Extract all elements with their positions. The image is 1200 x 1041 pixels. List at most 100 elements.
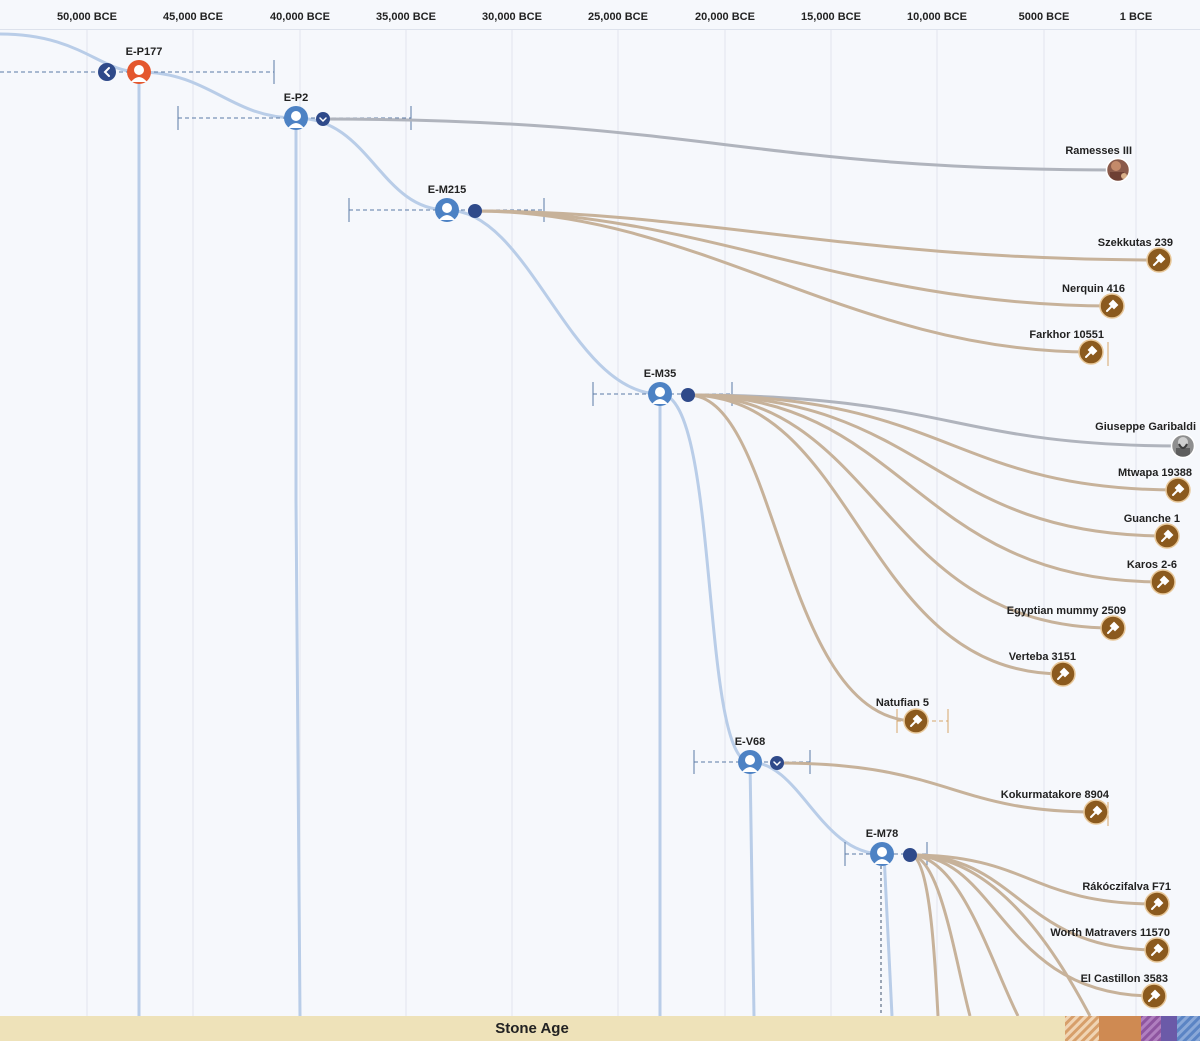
match-label: Nerquin 416 — [1062, 283, 1125, 295]
branch-ancient — [909, 853, 972, 1017]
axis-tick-label: 25,000 BCE — [588, 11, 648, 23]
match-nodes: Ramesses III Giuseppe Garibaldi Szekkuta… — [876, 145, 1196, 1009]
branch-ancient — [474, 209, 1113, 308]
match-label: Ramesses III — [1065, 145, 1132, 157]
ancient-match-node[interactable]: Kokurmatakore 8904 — [1001, 789, 1110, 825]
ancient-match-node[interactable]: Guanche 1 — [1124, 513, 1180, 549]
match-label: Kokurmatakore 8904 — [1001, 789, 1110, 801]
trowel-icon — [1057, 667, 1070, 680]
branch-ancient — [687, 393, 1168, 538]
match-label: Natufian 5 — [876, 697, 929, 709]
branch-ancient — [909, 853, 1158, 906]
haplogroup-label: E-P177 — [126, 46, 163, 58]
branch-ancient — [687, 393, 1179, 492]
branch-ancient — [909, 853, 940, 1017]
chevron-down-icon — [319, 117, 327, 123]
branch-ancient — [687, 393, 1164, 584]
branch-ancient — [474, 209, 1092, 354]
branch-ancient — [687, 393, 917, 723]
trowel-icon — [1107, 621, 1120, 634]
haplogroup-node-e-m215[interactable]: E-M215 — [428, 184, 467, 222]
match-label: Mtwapa 19388 — [1118, 467, 1192, 479]
axis-tick-label: 15,000 BCE — [801, 11, 861, 23]
trowel-icon — [1085, 345, 1098, 358]
haplogroup-node-e-v68[interactable]: E-V68 — [735, 736, 766, 774]
match-label: Egyptian mummy 2509 — [1007, 605, 1126, 617]
haplogroup-label: E-M215 — [428, 184, 467, 196]
collapse-left-button[interactable] — [98, 63, 116, 81]
person-icon — [134, 65, 144, 75]
branch-ancient — [909, 853, 1158, 952]
haplogroup-label: E-M35 — [644, 368, 676, 380]
era-bronze — [1099, 1016, 1141, 1041]
lineage-trunk — [294, 118, 302, 1017]
haplogroup-node-e-p2[interactable]: E-P2 — [284, 92, 308, 130]
person-icon — [655, 387, 665, 397]
trowel-icon — [1157, 575, 1170, 588]
match-label: Rákóczifalva F71 — [1082, 881, 1171, 893]
ancient-match-node[interactable]: Rákóczifalva F71 — [1082, 881, 1171, 917]
branch-ancient — [687, 393, 1114, 630]
trowel-icon — [1106, 299, 1119, 312]
ancient-match-node[interactable]: Farkhor 10551 — [1029, 329, 1104, 365]
ancient-match-node[interactable]: Karos 2-6 — [1127, 559, 1177, 595]
match-label: Szekkutas 239 — [1098, 237, 1173, 249]
haplogroup-node-e-m35[interactable]: E-M35 — [644, 368, 676, 406]
ancient-match-node[interactable]: Worth Matravers 11570 — [1050, 927, 1170, 963]
haplogroup-node-e-p177[interactable]: E-P177 — [126, 46, 163, 84]
trowel-icon — [1151, 943, 1164, 956]
ancient-match-node[interactable]: El Castillon 3583 — [1081, 973, 1168, 1009]
haplogroup-label: E-P2 — [284, 92, 308, 104]
ancient-match-node[interactable]: Egyptian mummy 2509 — [1007, 605, 1126, 641]
branch-ancient — [687, 393, 1064, 676]
lineage-trunk — [748, 761, 756, 1017]
expand-button[interactable] — [770, 756, 784, 770]
era-label: Stone Age — [495, 1020, 569, 1037]
haplogroup-node-e-m78[interactable]: E-M78 — [866, 828, 898, 866]
axis-tick-label: 45,000 BCE — [163, 11, 223, 23]
trowel-icon — [1153, 253, 1166, 266]
trowel-icon — [1090, 805, 1103, 818]
age-ranges — [0, 60, 1109, 866]
branch-ancient — [909, 853, 1092, 1017]
ancient-match-node[interactable]: Mtwapa 19388 — [1118, 467, 1192, 503]
era-stone-age — [0, 1016, 1200, 1041]
ancient-match-node[interactable]: Nerquin 416 — [1062, 283, 1125, 319]
branch-famous — [322, 117, 1119, 172]
trowel-icon — [1148, 989, 1161, 1002]
branch-ancient — [909, 853, 1020, 1017]
expand-button[interactable] — [316, 112, 330, 126]
axis-tick-label: 40,000 BCE — [270, 11, 330, 23]
branch-ancient — [776, 761, 1097, 814]
trowel-icon — [910, 714, 923, 727]
axis-tick-label: 20,000 BCE — [695, 11, 755, 23]
match-branches — [322, 117, 1184, 1017]
person-icon — [291, 111, 301, 121]
chevron-left-icon — [103, 67, 110, 77]
match-label: Worth Matravers 11570 — [1050, 927, 1170, 939]
era-copper — [1065, 1016, 1099, 1041]
collapse-dot-button[interactable] — [903, 848, 917, 862]
time-axis: 50,000 BCE 45,000 BCE 40,000 BCE 35,000 BCE… — [57, 11, 1152, 23]
chevron-down-icon — [773, 761, 781, 767]
portrait-avatar — [1107, 159, 1129, 181]
collapse-dot-button[interactable] — [681, 388, 695, 402]
axis-tick-label: 1 BCE — [1120, 11, 1152, 23]
ancient-match-node[interactable]: Verteba 3151 — [1009, 651, 1076, 687]
famous-match-node[interactable]: Ramesses III — [1065, 145, 1132, 183]
ancient-match-node[interactable]: Natufian 5 — [876, 697, 929, 734]
collapse-dot-button[interactable] — [468, 204, 482, 218]
person-icon — [745, 755, 755, 765]
haplogroup-label: E-V68 — [735, 736, 766, 748]
axis-tick-label: 50,000 BCE — [57, 11, 117, 23]
axis-tick-label: 5000 BCE — [1019, 11, 1070, 23]
trowel-icon — [1151, 897, 1164, 910]
match-label: Verteba 3151 — [1009, 651, 1076, 663]
era-modern — [1177, 1016, 1200, 1041]
ancient-match-node[interactable]: Szekkutas 239 — [1098, 237, 1173, 273]
lineage-trunks — [137, 72, 894, 1017]
match-label: Guanche 1 — [1124, 513, 1180, 525]
famous-match-node[interactable]: Giuseppe Garibaldi — [1095, 421, 1196, 459]
trowel-icon — [1172, 483, 1185, 496]
